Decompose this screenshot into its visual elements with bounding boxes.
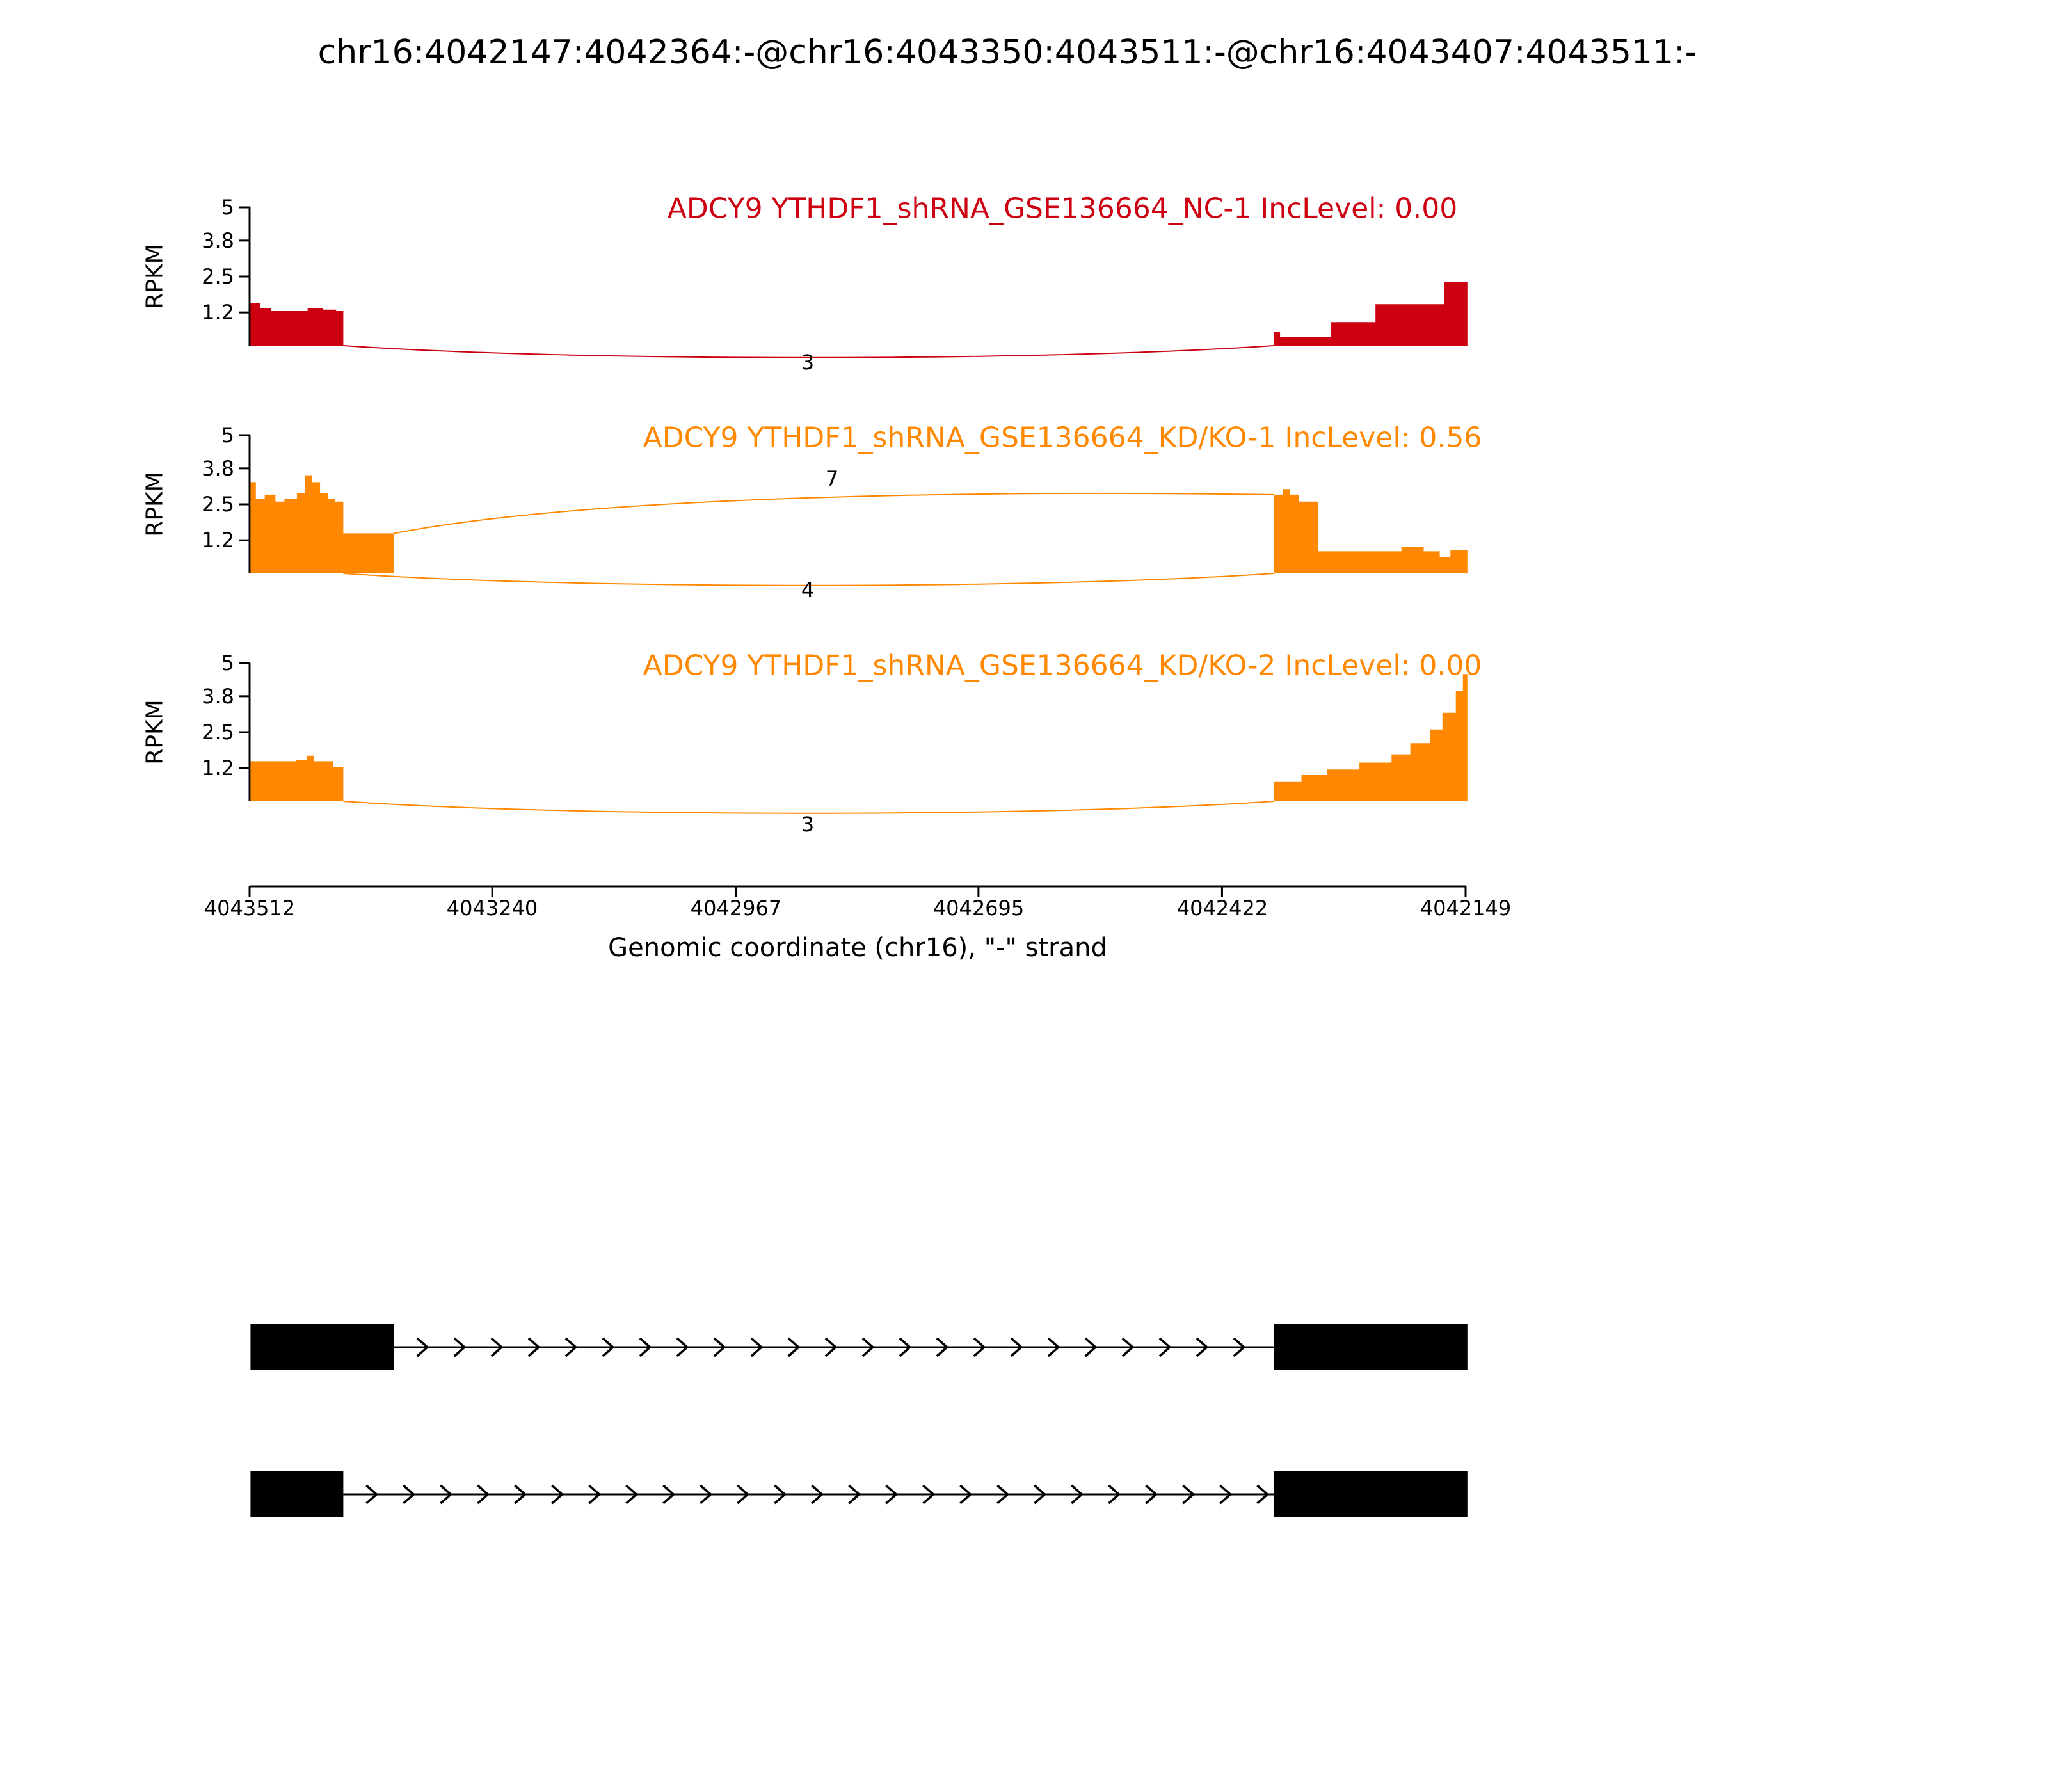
track-title-nc-1: ADCY9 YTHDF1_shRNA_GSE136664_NC-1 IncLev… [667, 192, 1458, 225]
y-tick-label: 5 [221, 195, 234, 220]
x-tick-label: 4043240 [446, 896, 538, 920]
y-tick-label: 2.5 [202, 492, 234, 516]
junction-read-count: 7 [825, 467, 839, 491]
y-tick-label: 2.5 [202, 720, 234, 744]
x-tick-label: 4042695 [932, 896, 1025, 920]
y-tick-label: 5 [221, 423, 234, 447]
y-tick-label: 3.8 [202, 684, 234, 708]
x-tick-label: 4042422 [1176, 896, 1268, 920]
x-tick-label: 4043512 [204, 896, 296, 920]
y-tick-label: 3.8 [202, 456, 234, 481]
y-tick-label: 1.2 [202, 756, 234, 780]
y-tick-label: 3.8 [202, 228, 234, 253]
y-tick-label: 2.5 [202, 264, 234, 289]
track-title-kdko-1: ADCY9 YTHDF1_shRNA_GSE136664_KD/KO-1 Inc… [643, 421, 1482, 454]
junction-read-count: 3 [801, 812, 815, 836]
junction-read-count: 4 [801, 578, 815, 602]
y-tick-label: 1.2 [202, 528, 234, 552]
figure-title: chr16:4042147:4042364:-@chr16:4043350:40… [317, 33, 1697, 72]
junction-read-count: 3 [801, 350, 815, 374]
y-tick-label: 1.2 [202, 300, 234, 324]
y-tick-label: 5 [221, 651, 234, 675]
x-tick-label: 4042149 [1420, 896, 1512, 920]
x-tick-label: 4042967 [690, 896, 782, 920]
x-axis-label: Genomic coordinate (chr16), "-" strand [608, 933, 1107, 963]
track-title-kdko-2: ADCY9 YTHDF1_shRNA_GSE136664_KD/KO-2 Inc… [643, 649, 1482, 682]
